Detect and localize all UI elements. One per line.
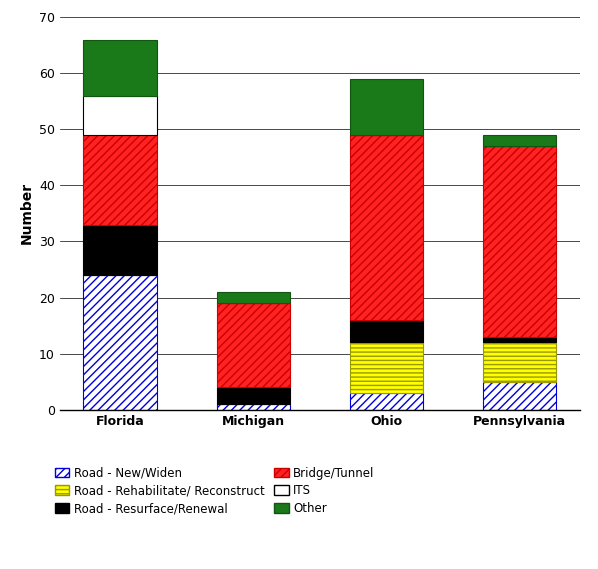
Bar [350, 79, 423, 135]
Bar [84, 96, 157, 135]
Bar [483, 382, 556, 410]
Bar [483, 146, 556, 337]
Bar [483, 135, 556, 146]
Bar [216, 292, 290, 303]
Bar [350, 320, 423, 343]
Legend: Road - New/Widen, Road - Rehabilitate/ Reconstruct, Road - Resurface/Renewal, Br: Road - New/Widen, Road - Rehabilitate/ R… [55, 467, 374, 515]
Bar [84, 39, 157, 96]
Bar [483, 343, 556, 382]
Bar [84, 275, 157, 410]
Bar [216, 303, 290, 387]
Bar [216, 404, 290, 410]
Bar [84, 225, 157, 275]
Bar [350, 343, 423, 393]
Bar [216, 387, 290, 404]
Bar [350, 393, 423, 410]
Bar [350, 135, 423, 320]
Y-axis label: Number: Number [19, 182, 33, 245]
Bar [483, 337, 556, 343]
Bar [84, 135, 157, 225]
